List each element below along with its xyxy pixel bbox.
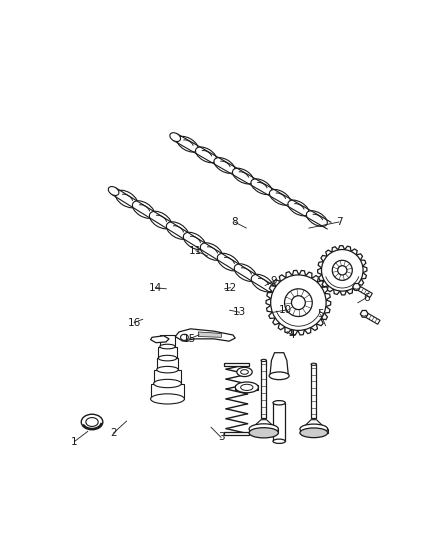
Ellipse shape <box>235 382 258 393</box>
Ellipse shape <box>214 158 235 173</box>
Ellipse shape <box>273 439 285 443</box>
Ellipse shape <box>261 359 266 361</box>
Polygon shape <box>300 429 328 433</box>
Ellipse shape <box>158 356 177 361</box>
Ellipse shape <box>338 265 347 275</box>
Polygon shape <box>154 370 181 384</box>
Text: 13: 13 <box>233 307 246 317</box>
Polygon shape <box>224 432 249 435</box>
Text: 10: 10 <box>279 305 292 315</box>
Text: 5: 5 <box>317 309 324 319</box>
Polygon shape <box>360 311 368 317</box>
Text: 8: 8 <box>231 217 238 227</box>
Text: 15: 15 <box>183 334 196 344</box>
Ellipse shape <box>86 417 98 426</box>
Ellipse shape <box>108 187 119 196</box>
Polygon shape <box>112 188 277 294</box>
Text: 4: 4 <box>289 330 295 340</box>
Polygon shape <box>254 419 273 426</box>
Ellipse shape <box>251 179 272 195</box>
Ellipse shape <box>332 260 352 280</box>
Ellipse shape <box>116 190 138 208</box>
Polygon shape <box>261 360 266 418</box>
Ellipse shape <box>180 334 188 341</box>
Polygon shape <box>273 403 285 441</box>
Text: 3: 3 <box>218 432 224 442</box>
Ellipse shape <box>184 232 205 250</box>
Ellipse shape <box>177 136 198 152</box>
Polygon shape <box>160 335 175 346</box>
Ellipse shape <box>149 211 172 229</box>
Text: 12: 12 <box>224 282 237 293</box>
Text: 9: 9 <box>270 277 277 286</box>
Ellipse shape <box>200 243 223 260</box>
Ellipse shape <box>234 264 257 281</box>
Text: 2: 2 <box>110 429 117 438</box>
Ellipse shape <box>170 133 180 142</box>
Polygon shape <box>173 134 331 229</box>
Ellipse shape <box>269 189 290 205</box>
Polygon shape <box>151 336 169 343</box>
Polygon shape <box>224 363 249 366</box>
Ellipse shape <box>288 200 309 216</box>
Ellipse shape <box>160 344 175 349</box>
Ellipse shape <box>81 414 103 430</box>
Ellipse shape <box>157 366 178 373</box>
Ellipse shape <box>154 379 181 387</box>
Ellipse shape <box>132 201 155 219</box>
Polygon shape <box>318 246 367 295</box>
Ellipse shape <box>195 147 216 163</box>
Ellipse shape <box>269 372 289 379</box>
Text: 1: 1 <box>71 437 78 447</box>
Text: 7: 7 <box>336 217 343 227</box>
Text: 6: 6 <box>363 293 369 303</box>
Polygon shape <box>355 285 372 297</box>
Ellipse shape <box>291 296 305 310</box>
Polygon shape <box>311 364 317 418</box>
Ellipse shape <box>271 275 326 330</box>
Polygon shape <box>157 358 178 370</box>
Ellipse shape <box>217 253 240 271</box>
Ellipse shape <box>300 424 328 434</box>
Polygon shape <box>158 346 177 358</box>
Polygon shape <box>363 312 380 324</box>
Polygon shape <box>235 385 258 390</box>
Polygon shape <box>305 419 323 426</box>
Text: 16: 16 <box>127 318 141 327</box>
Polygon shape <box>151 384 184 399</box>
Ellipse shape <box>285 289 312 317</box>
Ellipse shape <box>166 222 188 239</box>
Polygon shape <box>175 329 235 341</box>
Ellipse shape <box>251 274 273 292</box>
Ellipse shape <box>321 249 363 291</box>
Polygon shape <box>198 332 221 337</box>
Text: 14: 14 <box>149 282 162 293</box>
Ellipse shape <box>237 367 252 377</box>
Ellipse shape <box>249 427 279 438</box>
Text: 11: 11 <box>189 246 202 256</box>
Polygon shape <box>270 353 288 376</box>
Polygon shape <box>353 284 360 290</box>
Polygon shape <box>249 429 279 433</box>
Polygon shape <box>266 270 331 335</box>
Ellipse shape <box>311 363 317 365</box>
Ellipse shape <box>233 168 254 184</box>
Ellipse shape <box>307 211 327 227</box>
Ellipse shape <box>240 370 248 374</box>
Ellipse shape <box>151 394 184 404</box>
Ellipse shape <box>240 384 253 391</box>
Ellipse shape <box>249 424 279 434</box>
Ellipse shape <box>300 428 328 438</box>
Ellipse shape <box>273 401 285 405</box>
